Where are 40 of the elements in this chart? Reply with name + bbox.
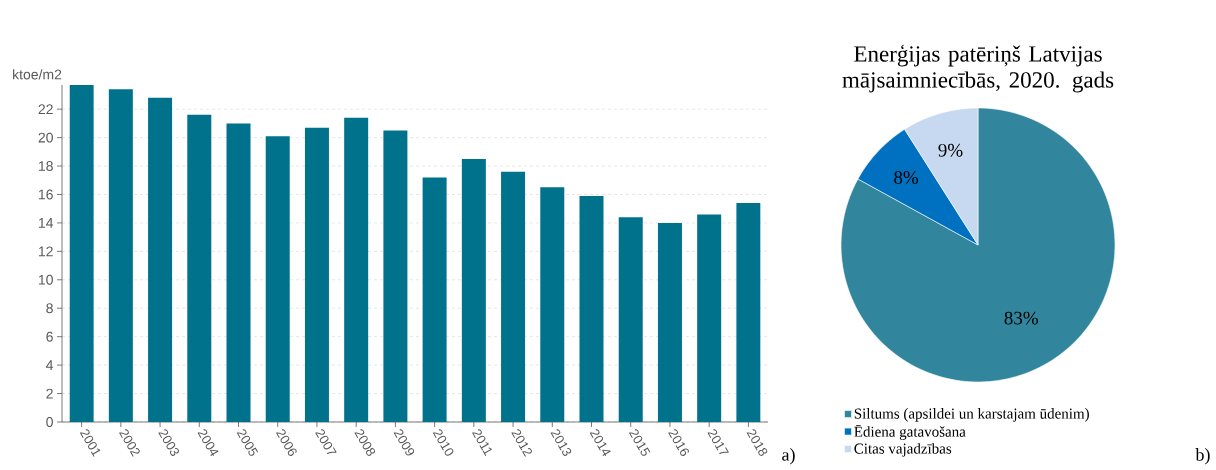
bar bbox=[108, 89, 133, 422]
y-tick-label: 12 bbox=[38, 246, 53, 257]
y-tick-label: 18 bbox=[38, 161, 53, 171]
data-label: 8% bbox=[894, 171, 919, 184]
bar bbox=[736, 203, 761, 422]
bar bbox=[304, 127, 329, 422]
y-tick-label: 2 bbox=[46, 388, 53, 399]
bar bbox=[697, 214, 722, 422]
y-tick-label: 6 bbox=[46, 331, 53, 342]
legend-label: Citas vajadzības bbox=[854, 443, 952, 457]
bar bbox=[540, 187, 565, 422]
bar bbox=[422, 177, 447, 422]
legend-label: Ēdiena gatavošana bbox=[854, 425, 966, 440]
y-tick-label: 22 bbox=[38, 104, 53, 115]
bar bbox=[461, 158, 486, 422]
y-tick-label: 16 bbox=[38, 189, 53, 200]
y-tick-label: 8 bbox=[46, 303, 53, 314]
y-tick-label: 20 bbox=[38, 132, 53, 143]
legend-label: Siltums (apsildei un karstajam ūdenim) bbox=[854, 408, 1089, 422]
bar bbox=[383, 130, 408, 422]
bar bbox=[265, 136, 290, 422]
bar bbox=[579, 195, 604, 422]
bar bbox=[344, 117, 369, 422]
bar bbox=[187, 114, 212, 422]
bar bbox=[148, 97, 173, 422]
text: a) bbox=[782, 448, 795, 465]
y-tick-label: 4 bbox=[46, 360, 54, 370]
data-label: 9% bbox=[938, 143, 963, 157]
bar bbox=[69, 84, 94, 422]
bar bbox=[226, 123, 251, 422]
y-axis-title: ktoe/m2 bbox=[13, 69, 62, 80]
bar bbox=[618, 217, 643, 422]
y-tick-label: 0 bbox=[46, 417, 53, 427]
text: b) bbox=[1195, 448, 1210, 465]
y-tick-label: 10 bbox=[38, 274, 53, 285]
bar bbox=[501, 171, 526, 422]
bar bbox=[657, 222, 682, 422]
chart-title: Enerģijas patēriņš Latvijas mājsaimniecībās, 2020. gads bbox=[842, 44, 1114, 93]
data-label: 83% bbox=[1004, 311, 1038, 325]
y-tick-label: 14 bbox=[38, 218, 54, 228]
